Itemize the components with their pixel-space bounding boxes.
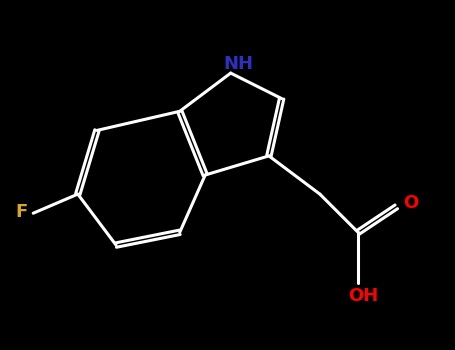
Text: F: F bbox=[15, 203, 28, 221]
Text: NH: NH bbox=[223, 55, 253, 72]
Text: O: O bbox=[403, 194, 418, 212]
Text: OH: OH bbox=[348, 287, 378, 305]
